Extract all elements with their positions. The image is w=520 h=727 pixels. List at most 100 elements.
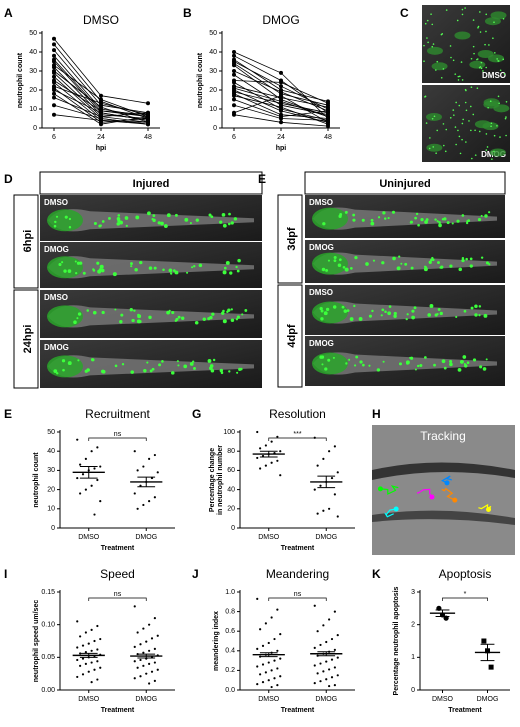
neutrophil — [352, 213, 356, 217]
neutrophil — [480, 256, 484, 259]
data-point — [84, 631, 87, 634]
neutrophil — [488, 211, 491, 214]
data-point — [273, 677, 276, 680]
neutrophil — [116, 222, 120, 226]
neutrophil — [416, 364, 420, 368]
neutrophil — [112, 272, 117, 277]
neutrophil — [353, 304, 356, 308]
larva-head — [47, 355, 83, 378]
neutrophil — [148, 266, 153, 270]
neutrophil — [130, 265, 133, 268]
larva-body — [313, 207, 497, 230]
neutrophil — [483, 313, 488, 318]
neutrophil — [413, 306, 417, 310]
neutrophil — [452, 109, 455, 111]
data-point — [270, 440, 273, 443]
neutrophil — [466, 220, 469, 223]
data-point — [153, 453, 156, 457]
y-tick-label: 0.05 — [41, 654, 55, 661]
neutrophil — [320, 309, 324, 313]
neutrophil — [99, 264, 104, 269]
data-point — [136, 631, 139, 634]
x-tick-label: DMSO — [258, 534, 280, 541]
neutrophil — [503, 73, 506, 75]
data-point — [488, 664, 494, 670]
neutrophil — [465, 221, 469, 225]
neutrophil — [198, 263, 203, 268]
neutrophil — [158, 363, 162, 367]
neutrophil — [445, 9, 448, 11]
neutrophil — [465, 109, 468, 112]
larva — [477, 50, 494, 59]
data-point — [79, 492, 82, 495]
neutrophil — [99, 224, 102, 227]
image-label: DMSO — [44, 293, 68, 302]
data-point — [316, 464, 319, 467]
data-point — [333, 610, 336, 613]
data-point — [139, 643, 142, 646]
neutrophil — [152, 214, 156, 218]
neutrophil — [62, 368, 65, 372]
data-point — [153, 496, 156, 499]
data-point — [264, 622, 267, 625]
neutrophil — [376, 368, 381, 372]
neutrophil — [443, 366, 447, 370]
data-point — [79, 635, 82, 638]
y-axis-label: in neutrophil number — [217, 445, 224, 515]
neutrophil — [61, 261, 64, 264]
data-point — [267, 679, 270, 682]
data-point — [232, 80, 236, 85]
neutrophil — [139, 260, 143, 265]
significance-label: ns — [114, 431, 122, 438]
chart-title: Recruitment — [85, 407, 150, 421]
neutrophil — [461, 214, 465, 217]
x-tick-label: 6 — [52, 134, 56, 141]
larva — [474, 120, 491, 129]
data-point — [328, 507, 331, 510]
data-point — [330, 637, 334, 641]
data-point — [267, 641, 270, 645]
x-tick-label: DMSO — [258, 696, 280, 703]
neutrophil — [377, 216, 381, 219]
data-point — [146, 101, 150, 106]
neutrophil — [321, 363, 324, 366]
neutrophil — [400, 262, 403, 265]
neutrophil — [384, 310, 387, 314]
group-label: 6hpi — [22, 230, 34, 253]
neutrophil — [431, 45, 434, 48]
data-point — [79, 664, 82, 667]
data-point — [232, 112, 236, 117]
data-point — [142, 627, 145, 630]
neutrophil — [121, 363, 125, 366]
neutrophil — [461, 138, 463, 141]
neutrophil — [472, 45, 475, 48]
panel-letter: G — [192, 407, 201, 421]
neutrophil — [322, 222, 326, 226]
data-point — [264, 444, 267, 447]
neutrophil — [492, 37, 494, 40]
data-point — [279, 80, 283, 85]
larva-body — [48, 355, 254, 378]
data-point — [316, 512, 319, 515]
neutrophil — [92, 310, 97, 315]
neutrophil — [457, 129, 459, 132]
chart-title: DMSO — [83, 13, 119, 27]
neutrophil — [450, 56, 452, 59]
neutrophil — [474, 154, 477, 156]
data-point — [52, 91, 56, 96]
neutrophil — [344, 210, 348, 214]
neutrophil — [437, 261, 440, 265]
neutrophil — [479, 11, 481, 13]
data-point — [322, 624, 325, 627]
neutrophil — [485, 149, 488, 151]
neutrophil — [119, 320, 123, 324]
chart-title: DMOG — [262, 13, 299, 27]
data-point — [81, 673, 85, 676]
data-point — [328, 668, 331, 671]
neutrophil — [488, 44, 490, 46]
larva — [431, 62, 448, 71]
neutrophil — [76, 261, 81, 265]
y-tick-label: 40 — [209, 49, 217, 56]
